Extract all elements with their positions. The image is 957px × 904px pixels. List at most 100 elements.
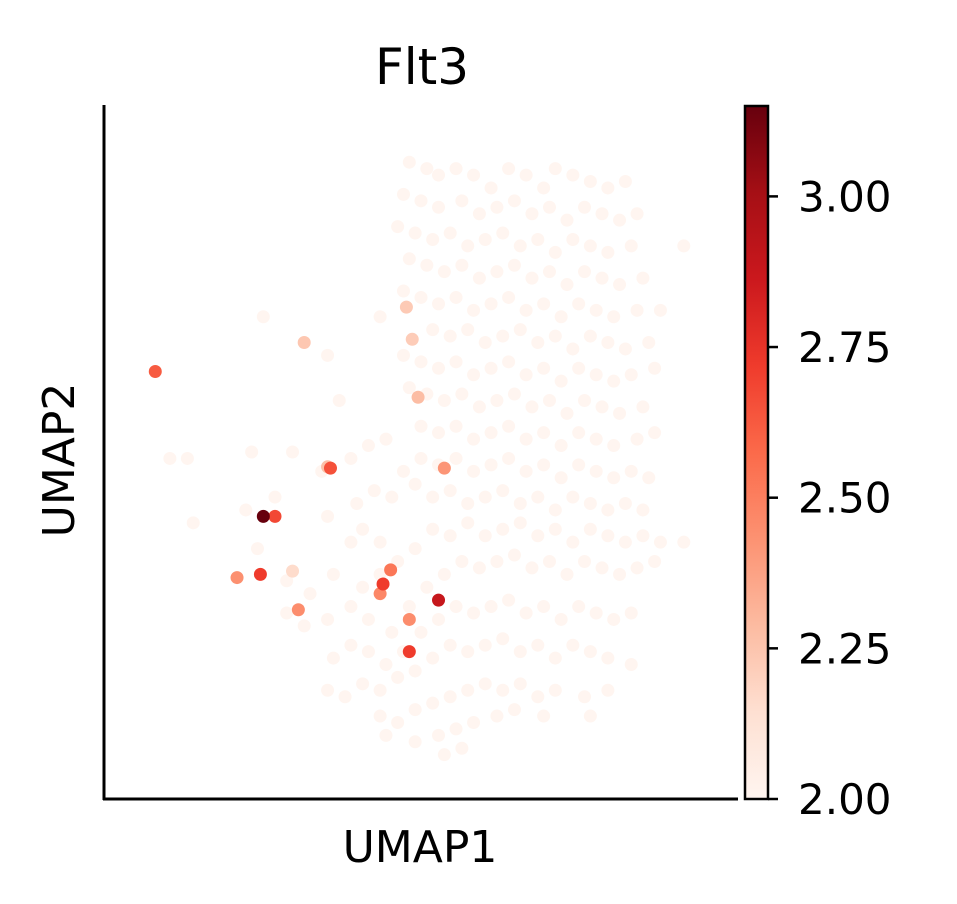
background-point (560, 567, 574, 581)
background-point (396, 464, 410, 478)
background-point (344, 600, 358, 614)
background-point (391, 220, 405, 234)
background-point (344, 535, 358, 549)
background-point (531, 336, 545, 350)
background-point (461, 645, 475, 659)
background-point (180, 451, 194, 465)
background-point (630, 207, 644, 221)
background-point (513, 645, 527, 659)
background-point (326, 567, 340, 581)
background-point (513, 239, 527, 253)
background-point (537, 600, 551, 614)
data-point (253, 567, 267, 581)
background-point (572, 600, 586, 614)
data-point (432, 593, 446, 607)
background-point (519, 606, 533, 620)
background-point (601, 181, 615, 195)
background-point (630, 432, 644, 446)
background-point (630, 561, 644, 575)
background-point (286, 445, 300, 459)
background-point (531, 690, 545, 704)
data-point (376, 577, 390, 591)
background-point (420, 580, 434, 594)
background-point (595, 271, 609, 285)
background-point (566, 168, 580, 182)
background-point (478, 232, 492, 246)
background-point (601, 651, 615, 665)
background-point (572, 297, 586, 311)
background-point (484, 361, 498, 375)
background-point (402, 155, 416, 169)
background-point (379, 658, 393, 672)
background-point (519, 368, 533, 382)
background-point (601, 683, 615, 697)
background-point (542, 200, 556, 214)
background-point (578, 200, 592, 214)
background-point (163, 451, 177, 465)
background-point (537, 181, 551, 195)
background-point (408, 542, 422, 556)
background-point (443, 529, 457, 543)
background-point (566, 535, 580, 549)
background-point (496, 329, 510, 343)
background-point (496, 484, 510, 498)
background-point (618, 175, 632, 189)
background-point (607, 374, 621, 388)
background-point (589, 368, 603, 382)
background-point (636, 503, 650, 517)
background-point (437, 393, 451, 407)
background-point (542, 393, 556, 407)
background-point (607, 310, 621, 324)
background-point (542, 265, 556, 279)
background-point (432, 361, 446, 375)
background-point (519, 303, 533, 317)
background-point (321, 348, 335, 362)
colorbar-tick-label: 3.00 (798, 172, 892, 221)
background-point (256, 310, 270, 324)
background-point (513, 677, 527, 691)
background-point (449, 451, 463, 465)
background-point (449, 290, 463, 304)
background-point (437, 265, 451, 279)
background-point (426, 522, 440, 536)
background-point (583, 709, 597, 723)
background-point (548, 522, 562, 536)
background-point (548, 162, 562, 176)
background-point (402, 381, 416, 395)
background-point (350, 497, 364, 511)
background-point (537, 709, 551, 723)
background-point (624, 239, 638, 253)
background-point (502, 451, 516, 465)
background-point (391, 670, 405, 684)
data-point (286, 564, 300, 578)
background-point (578, 265, 592, 279)
background-point (583, 497, 597, 511)
colorbar (743, 104, 770, 801)
background-point (677, 239, 691, 253)
background-point (566, 490, 580, 504)
background-point (449, 600, 463, 614)
background-point (636, 529, 650, 543)
background-point (507, 258, 521, 272)
background-point (531, 232, 545, 246)
background-point (583, 175, 597, 189)
background-point (472, 400, 486, 414)
background-point (554, 310, 568, 324)
background-point (519, 168, 533, 182)
background-point (636, 271, 650, 285)
background-point (613, 406, 627, 420)
y-axis-label: UMAP2 (34, 383, 85, 538)
background-point (361, 645, 375, 659)
data-point (230, 571, 244, 585)
background-point (408, 226, 422, 240)
background-point (583, 329, 597, 343)
background-point (618, 535, 632, 549)
background-point (321, 683, 335, 697)
background-point (636, 400, 650, 414)
background-point (461, 683, 475, 697)
background-point (467, 168, 481, 182)
background-point (624, 368, 638, 382)
background-point (414, 419, 428, 433)
background-point (607, 612, 621, 626)
background-point (484, 297, 498, 311)
